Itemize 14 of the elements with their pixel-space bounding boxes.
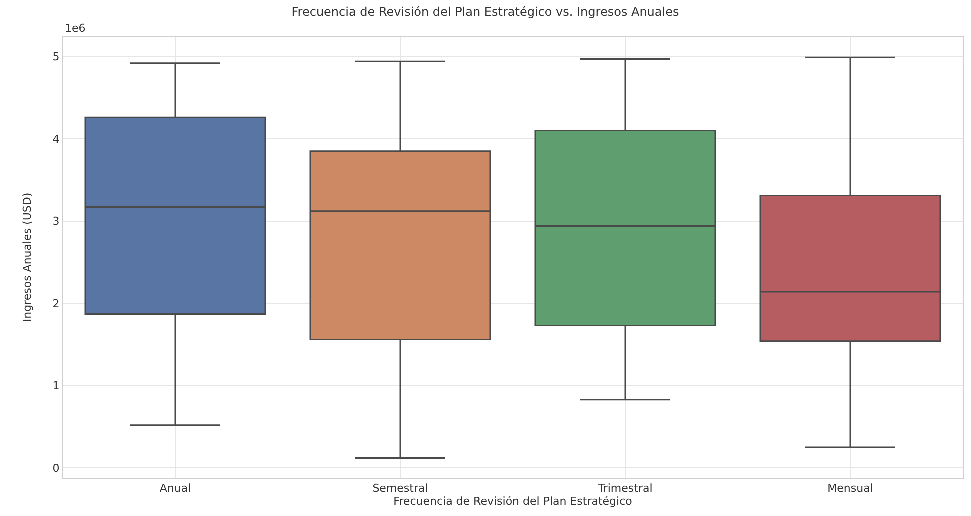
x-tick-label: Mensual (828, 482, 874, 496)
y-tick-label: 2 (52, 297, 60, 310)
chart-title: Frecuencia de Revisión del Plan Estratégico vs. Ingresos Anuales (292, 5, 680, 20)
y-tick-label: 5 (52, 50, 60, 64)
text: 1e6 (65, 22, 86, 35)
y-axis-title: Ingresos Anuales (USD) (21, 192, 34, 322)
x-axis-title: Frecuencia de Revisión del Plan Estratégico (394, 495, 633, 508)
x-tick-label: Semestral (372, 482, 428, 496)
y-tick-label: 3 (52, 215, 60, 228)
y-tick-label: 4 (52, 132, 60, 146)
y-tick-label: 1 (52, 380, 60, 393)
y-tick-label: 0 (52, 462, 60, 475)
x-tick-label: Trimestral (597, 482, 653, 496)
x-tick-label: Anual (160, 482, 192, 496)
